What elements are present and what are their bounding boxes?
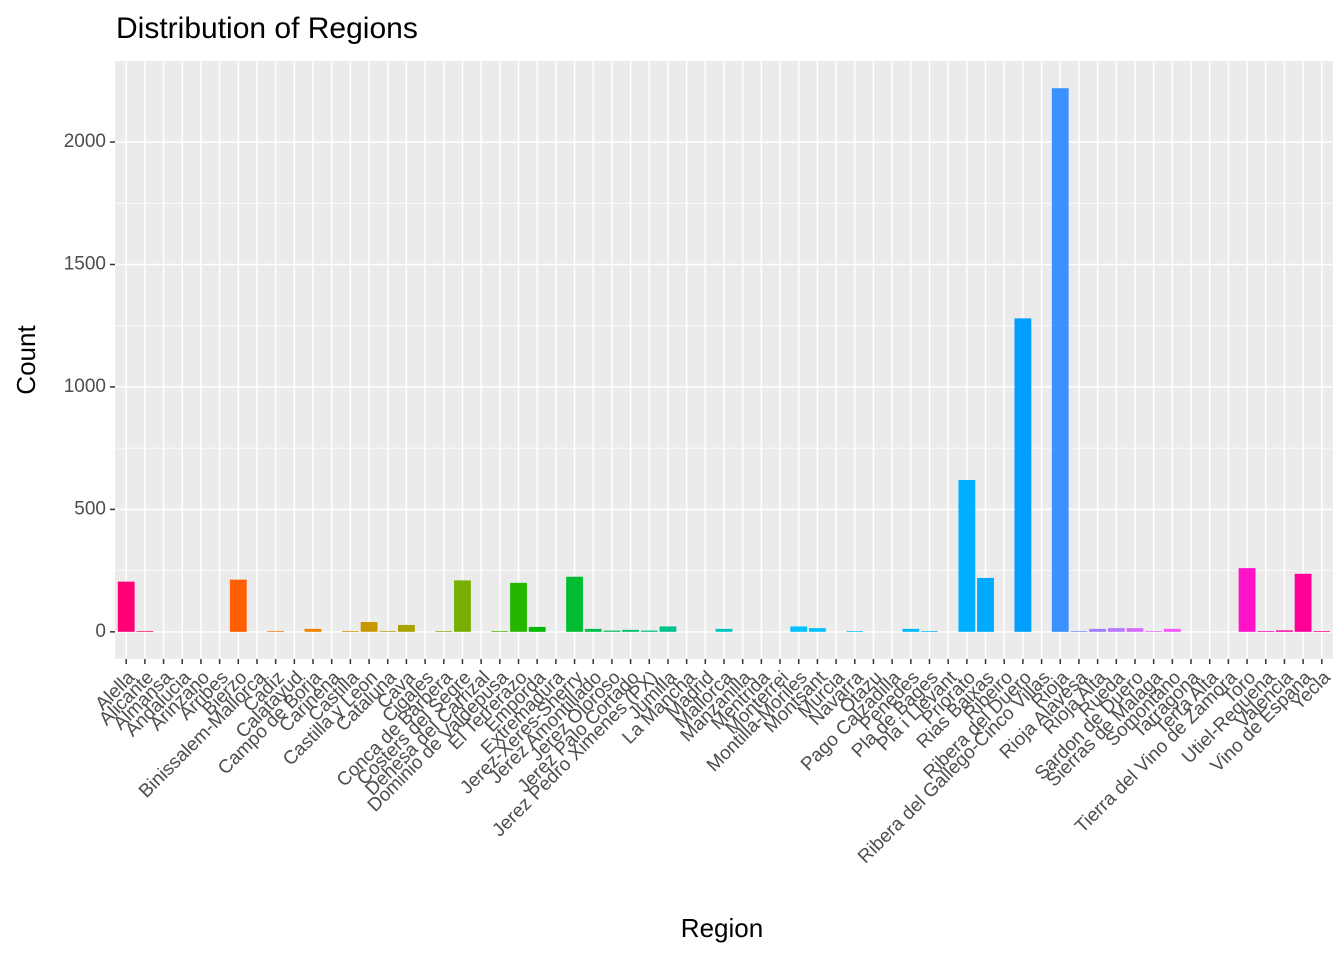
bar: [1051, 88, 1069, 632]
bar: [566, 576, 583, 632]
bar: [715, 628, 733, 632]
bar: [360, 622, 378, 632]
bar: [1014, 318, 1032, 632]
bar: [267, 631, 285, 632]
bar: [454, 580, 471, 632]
bar: [1070, 631, 1088, 632]
y-tick-label: 2000: [64, 131, 106, 152]
bar: [958, 479, 976, 632]
bar: [398, 624, 415, 632]
bar: [435, 631, 453, 632]
bar: [1238, 568, 1256, 632]
bar: [622, 629, 640, 632]
y-tick-label: 500: [74, 498, 106, 519]
bar: [603, 630, 621, 632]
x-axis-label: Region: [681, 913, 763, 943]
bar: [1145, 631, 1163, 632]
y-tick-label: 0: [95, 621, 106, 642]
y-axis-label: Count: [11, 325, 41, 395]
bar: [640, 630, 658, 632]
bar: [977, 577, 994, 632]
bar: [379, 631, 397, 632]
bar: [902, 628, 920, 632]
bar: [1257, 631, 1275, 632]
bar: [136, 631, 154, 632]
bar: [1276, 630, 1293, 632]
bar: [341, 631, 359, 632]
bar: [229, 579, 247, 632]
bar: [491, 631, 509, 632]
bar: [528, 626, 546, 632]
bar: [584, 628, 602, 632]
y-tick-label: 1500: [64, 254, 106, 275]
bar: [117, 581, 135, 632]
bar: [1313, 631, 1331, 632]
bar: [846, 631, 864, 632]
bar: [1107, 628, 1125, 632]
bar: [510, 582, 527, 632]
chart-title: Distribution of Regions: [116, 12, 418, 45]
bar: [921, 631, 938, 632]
bar: [1163, 628, 1181, 632]
bar: [659, 626, 677, 632]
bar: [790, 626, 808, 632]
bar: [1089, 628, 1107, 632]
bar: [304, 628, 322, 632]
bar: [1126, 628, 1144, 632]
y-tick-label: 1000: [64, 376, 106, 397]
bar: [1294, 573, 1312, 632]
bar: [808, 628, 826, 632]
